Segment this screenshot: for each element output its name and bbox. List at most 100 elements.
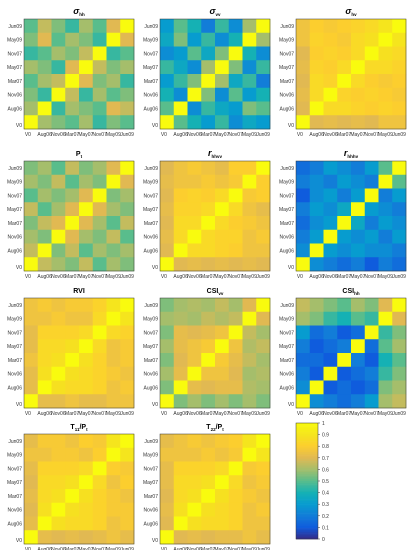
colorbar-swatch <box>296 466 318 469</box>
heatmap-cell <box>65 489 80 504</box>
colorbar-swatch <box>296 433 318 436</box>
heatmap-cell <box>256 530 271 545</box>
heatmap-cell <box>364 298 379 313</box>
colorbar-tick-label: 0.8 <box>322 444 329 450</box>
heatmap-cell <box>351 101 366 116</box>
colorbar-tick-label: 0 <box>322 537 325 543</box>
heatmap-cell <box>378 161 393 176</box>
heatmap-cell <box>256 502 271 517</box>
heatmap-cell <box>201 174 216 189</box>
heatmap-cell <box>160 434 175 449</box>
heatmap-cell <box>51 46 66 61</box>
panel-title: σhv <box>345 6 357 17</box>
heatmap-cell <box>228 325 243 340</box>
heatmap-cell <box>296 243 311 258</box>
heatmap-cell <box>378 380 393 395</box>
heatmap-cell <box>351 161 366 176</box>
heatmap-cell <box>215 19 230 34</box>
heatmap-cell <box>215 380 230 395</box>
colorbar-swatch <box>296 437 318 440</box>
heatmap-cell <box>337 325 352 340</box>
heatmap-cell <box>242 475 257 490</box>
col-tick-label: May07 <box>350 411 365 417</box>
heatmap-cell <box>351 216 366 231</box>
heatmap-cell <box>256 101 271 116</box>
heatmap-cell <box>364 101 379 116</box>
heatmap-cell <box>323 339 338 354</box>
heatmap-cell <box>120 32 135 47</box>
col-tick-label: Nov06 <box>51 274 66 280</box>
col-tick-label: May07 <box>78 411 93 417</box>
heatmap-cell <box>51 394 66 409</box>
heatmap-cell <box>37 161 52 176</box>
col-tick-label: May07 <box>78 274 93 280</box>
heatmap-cell <box>364 311 379 326</box>
heatmap-cell <box>65 229 80 244</box>
row-tick-label: Mar07 <box>144 358 158 364</box>
heatmap-cell <box>215 115 230 130</box>
heatmap-cell <box>228 174 243 189</box>
heatmap-cell <box>201 475 216 490</box>
heatmap-cell <box>215 101 230 116</box>
heatmap-cell <box>228 311 243 326</box>
heatmap-cell <box>378 325 393 340</box>
row-tick-label: May09 <box>143 180 158 186</box>
heatmap-cell <box>228 101 243 116</box>
heatmap-cell <box>37 115 52 130</box>
heatmap-cell <box>296 394 311 409</box>
heatmap-cell <box>392 339 407 354</box>
heatmap-cell <box>378 188 393 203</box>
heatmap-cell <box>160 216 175 231</box>
heatmap-cell <box>51 325 66 340</box>
heatmap-cell <box>92 46 107 61</box>
heatmap-cell <box>296 380 311 395</box>
heatmap-cell <box>51 530 66 545</box>
heatmap-cell <box>337 202 352 217</box>
row-tick-label: May09 <box>143 38 158 44</box>
panel-frame <box>23 18 135 130</box>
heatmap-cell <box>351 394 366 409</box>
heatmap-cell <box>309 46 324 61</box>
heatmap-cell <box>215 87 230 102</box>
heatmap-cell <box>242 339 257 354</box>
heatmap-cell <box>51 174 66 189</box>
heatmap-cell <box>37 311 52 326</box>
row-tick-label: Aug06 <box>280 248 295 254</box>
col-tick-label: Jun09 <box>392 274 406 280</box>
heatmap-cell <box>215 530 230 545</box>
col-tick-label: V0 <box>161 274 167 280</box>
heatmap-cell <box>296 216 311 231</box>
col-tick-label: Nov06 <box>323 274 338 280</box>
col-tick-label: Aug06 <box>37 132 52 138</box>
colorbar-swatch <box>296 423 318 426</box>
row-tick-label: May07 <box>279 207 294 213</box>
heatmap-cell <box>187 229 202 244</box>
heatmap-cell <box>79 19 94 34</box>
heatmap-cell <box>120 530 135 545</box>
heatmap-cell <box>392 101 407 116</box>
heatmap-cell <box>79 60 94 75</box>
heatmap-cell <box>364 60 379 75</box>
row-tick-label: V0 <box>288 123 294 129</box>
heatmap-cell <box>242 447 257 462</box>
col-tick-label: Nov07 <box>228 547 243 550</box>
heatmap-cell <box>120 243 135 258</box>
heatmap-cell <box>242 311 257 326</box>
colorbar-swatch <box>296 462 318 465</box>
panel-title: T22/Pt <box>206 424 224 432</box>
heatmap-cell <box>351 188 366 203</box>
heatmap-cell <box>120 447 135 462</box>
heatmap-cell <box>79 502 94 517</box>
col-tick-label: Jun09 <box>120 132 134 138</box>
heatmap-cell <box>256 339 271 354</box>
heatmap-cell <box>65 339 80 354</box>
row-tick-label: May07 <box>279 65 294 71</box>
heatmap-cell <box>187 202 202 217</box>
heatmap-cell <box>92 502 107 517</box>
heatmap-cell <box>378 339 393 354</box>
col-tick-label: Aug06 <box>37 411 52 417</box>
colorbar-tick-label: 1 <box>322 421 325 427</box>
heatmap-cell <box>392 380 407 395</box>
heatmap-cell <box>24 530 39 545</box>
heatmap-cell <box>51 243 66 258</box>
